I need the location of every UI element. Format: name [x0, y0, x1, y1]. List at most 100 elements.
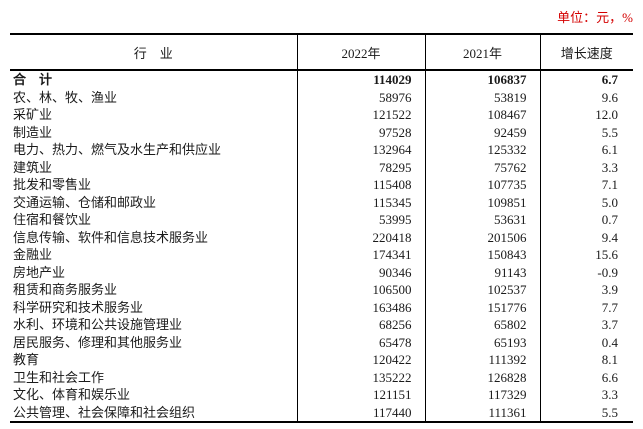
- value-2021-cell: 107735: [424, 176, 540, 194]
- growth-cell: 6.6: [539, 368, 633, 386]
- table-row: 住宿和餐饮业 53995 53631 0.7: [10, 211, 633, 229]
- growth-cell: 5.5: [539, 403, 633, 422]
- growth-cell: 3.3: [539, 386, 633, 404]
- industry-cell: 信息传输、软件和信息技术服务业: [13, 229, 209, 245]
- growth-cell: 5.0: [539, 193, 633, 211]
- table-row: 合 计 114029 106837 6.7: [10, 70, 633, 89]
- growth-cell: 7.7: [539, 298, 633, 316]
- growth-cell: 6.7: [539, 70, 633, 89]
- industry-wage-table: 行 业 2022年 2021年 增长速度 合 计 114029 106837 6.7 农…: [10, 33, 633, 423]
- value-2022-cell: 120422: [296, 351, 425, 369]
- value-2021-cell: 75762: [424, 158, 540, 176]
- table-row: 采矿业 121522 108467 12.0: [10, 106, 633, 124]
- value-2021-cell: 111392: [424, 351, 540, 369]
- industry-cell: 水利、环境和公共设施管理业: [13, 317, 183, 332]
- value-2022-cell: 78295: [296, 158, 425, 176]
- industry-cell: 文化、体育和娱乐业: [13, 387, 131, 402]
- growth-cell: 5.5: [539, 123, 633, 141]
- industry-cell: 采矿业: [13, 107, 53, 122]
- value-2021-cell: 53819: [424, 88, 540, 106]
- table-row: 交通运输、仓储和邮政业 115345 109851 5.0: [10, 193, 633, 211]
- table-row: 卫生和社会工作 135222 126828 6.6: [10, 368, 633, 386]
- table-row: 教育 120422 111392 8.1: [10, 351, 633, 369]
- value-2022-cell: 132964: [296, 141, 425, 159]
- growth-cell: 3.3: [539, 158, 633, 176]
- value-2021-cell: 125332: [424, 141, 540, 159]
- table-row: 金融业 174341 150843 15.6: [10, 246, 633, 264]
- table-row: 租赁和商务服务业 106500 102537 3.9: [10, 281, 633, 299]
- value-2022-cell: 97528: [296, 123, 425, 141]
- industry-cell: 公共管理、社会保障和社会组织: [13, 404, 196, 420]
- industry-cell: 教育: [13, 352, 40, 367]
- column-header-growth: 增长速度: [539, 34, 633, 71]
- value-2022-cell: 106500: [296, 281, 425, 299]
- value-2022-cell: 114029: [296, 70, 425, 89]
- table-body: 合 计 114029 106837 6.7 农、林、牧、渔业 58976 53819 9.6 采…: [10, 70, 633, 422]
- column-header-2021: 2021年: [424, 34, 540, 71]
- table-row: 文化、体育和娱乐业 121151 117329 3.3: [10, 386, 633, 404]
- growth-cell: 9.4: [539, 228, 633, 246]
- table-row: 公共管理、社会保障和社会组织 117440 111361 5.5: [10, 403, 633, 422]
- value-2022-cell: 68256: [296, 316, 425, 334]
- table-row: 电力、热力、燃气及水生产和供应业 132964 125332 6.1: [10, 141, 633, 159]
- table-row: 建筑业 78295 75762 3.3: [10, 158, 633, 176]
- growth-cell: 0.4: [539, 333, 633, 351]
- industry-cell: 合 计: [13, 72, 53, 87]
- value-2022-cell: 65478: [296, 333, 425, 351]
- unit-label: 单位：元，%: [557, 10, 633, 25]
- table-row: 制造业 97528 92459 5.5: [10, 123, 633, 141]
- value-2022-cell: 58976: [296, 88, 425, 106]
- industry-cell: 电力、热力、燃气及水生产和供应业: [13, 142, 222, 157]
- growth-cell: 7.1: [539, 176, 633, 194]
- industry-cell: 科学研究和技术服务业: [13, 299, 144, 315]
- table-header: 行 业 2022年 2021年 增长速度: [10, 34, 633, 71]
- value-2021-cell: 106837: [424, 70, 540, 89]
- industry-cell: 农、林、牧、渔业: [13, 89, 118, 105]
- growth-cell: 0.7: [539, 211, 633, 229]
- value-2022-cell: 121522: [296, 106, 425, 124]
- industry-cell: 房地产业: [13, 264, 66, 280]
- value-2021-cell: 65802: [424, 316, 540, 334]
- value-2022-cell: 121151: [296, 386, 425, 404]
- column-header-2022: 2022年: [296, 34, 425, 71]
- value-2021-cell: 117329: [424, 386, 540, 404]
- growth-cell: 3.9: [539, 281, 633, 299]
- growth-cell: 9.6: [539, 88, 633, 106]
- table-row: 水利、环境和公共设施管理业 68256 65802 3.7: [10, 316, 633, 334]
- value-2021-cell: 53631: [424, 211, 540, 229]
- value-2021-cell: 108467: [424, 106, 540, 124]
- value-2022-cell: 53995: [296, 211, 425, 229]
- value-2021-cell: 91143: [424, 263, 540, 281]
- industry-cell: 金融业: [13, 247, 53, 262]
- growth-cell: -0.9: [539, 263, 633, 281]
- industry-cell: 制造业: [13, 124, 53, 140]
- value-2022-cell: 115345: [296, 193, 425, 211]
- value-2021-cell: 201506: [424, 228, 540, 246]
- value-2022-cell: 220418: [296, 228, 425, 246]
- growth-cell: 12.0: [539, 106, 633, 124]
- value-2021-cell: 102537: [424, 281, 540, 299]
- value-2022-cell: 135222: [296, 368, 425, 386]
- value-2021-cell: 65193: [424, 333, 540, 351]
- industry-cell: 卫生和社会工作: [13, 369, 105, 385]
- value-2022-cell: 90346: [296, 263, 425, 281]
- header-row: 行 业 2022年 2021年 增长速度: [10, 34, 633, 71]
- growth-cell: 3.7: [539, 316, 633, 334]
- table-row: 信息传输、软件和信息技术服务业 220418 201506 9.4: [10, 228, 633, 246]
- value-2021-cell: 150843: [424, 246, 540, 264]
- industry-cell: 租赁和商务服务业: [13, 282, 118, 297]
- value-2022-cell: 174341: [296, 246, 425, 264]
- value-2021-cell: 151776: [424, 298, 540, 316]
- table-row: 房地产业 90346 91143 -0.9: [10, 263, 633, 281]
- value-2021-cell: 92459: [424, 123, 540, 141]
- growth-cell: 6.1: [539, 141, 633, 159]
- industry-cell: 批发和零售业: [13, 177, 92, 192]
- table-row: 科学研究和技术服务业 163486 151776 7.7: [10, 298, 633, 316]
- value-2021-cell: 126828: [424, 368, 540, 386]
- value-2022-cell: 117440: [296, 403, 425, 422]
- value-2022-cell: 163486: [296, 298, 425, 316]
- value-2021-cell: 111361: [424, 403, 540, 422]
- table-row: 居民服务、修理和其他服务业 65478 65193 0.4: [10, 333, 633, 351]
- industry-cell: 住宿和餐饮业: [13, 212, 92, 227]
- table-row: 农、林、牧、渔业 58976 53819 9.6: [10, 88, 633, 106]
